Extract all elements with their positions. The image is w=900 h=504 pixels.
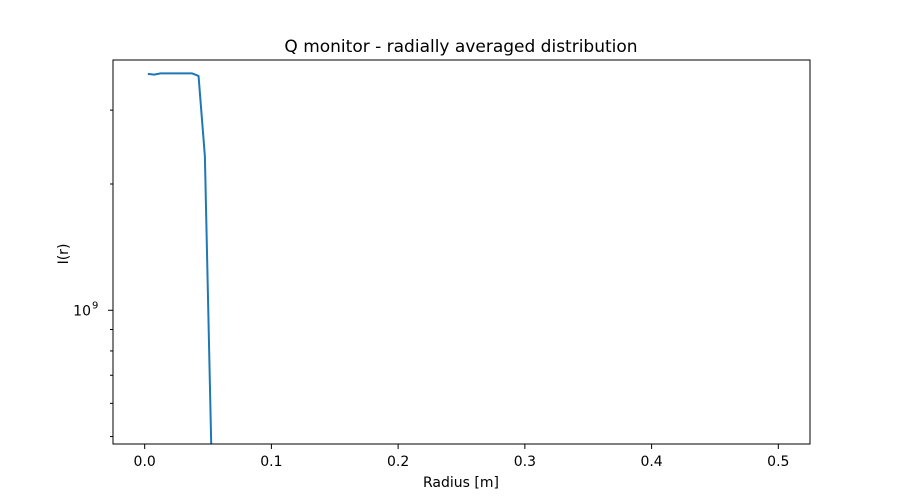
series-line-0 (147, 72, 213, 444)
plot-frame (112, 59, 811, 445)
y-tick-label: 10 (73, 303, 91, 319)
x-tick-label: 0.3 (514, 454, 536, 470)
x-tick-label: 0.2 (387, 454, 409, 470)
x-tick-label: 0.0 (134, 454, 156, 470)
chart-title: Q monitor - radially averaged distributi… (284, 37, 637, 57)
y-axis: 10 9 (73, 109, 113, 438)
plot-area (147, 72, 213, 444)
x-tick-label: 0.4 (640, 454, 662, 470)
y-tick-exponent: 9 (92, 300, 98, 311)
x-tick-label: 0.1 (260, 454, 282, 470)
x-axis: 0.0 0.1 0.2 0.3 0.4 0.5 (134, 444, 789, 470)
x-tick-label: 0.5 (767, 454, 789, 470)
y-axis-label: I(r) (56, 244, 72, 265)
x-axis-label: Radius [m] (423, 475, 499, 491)
